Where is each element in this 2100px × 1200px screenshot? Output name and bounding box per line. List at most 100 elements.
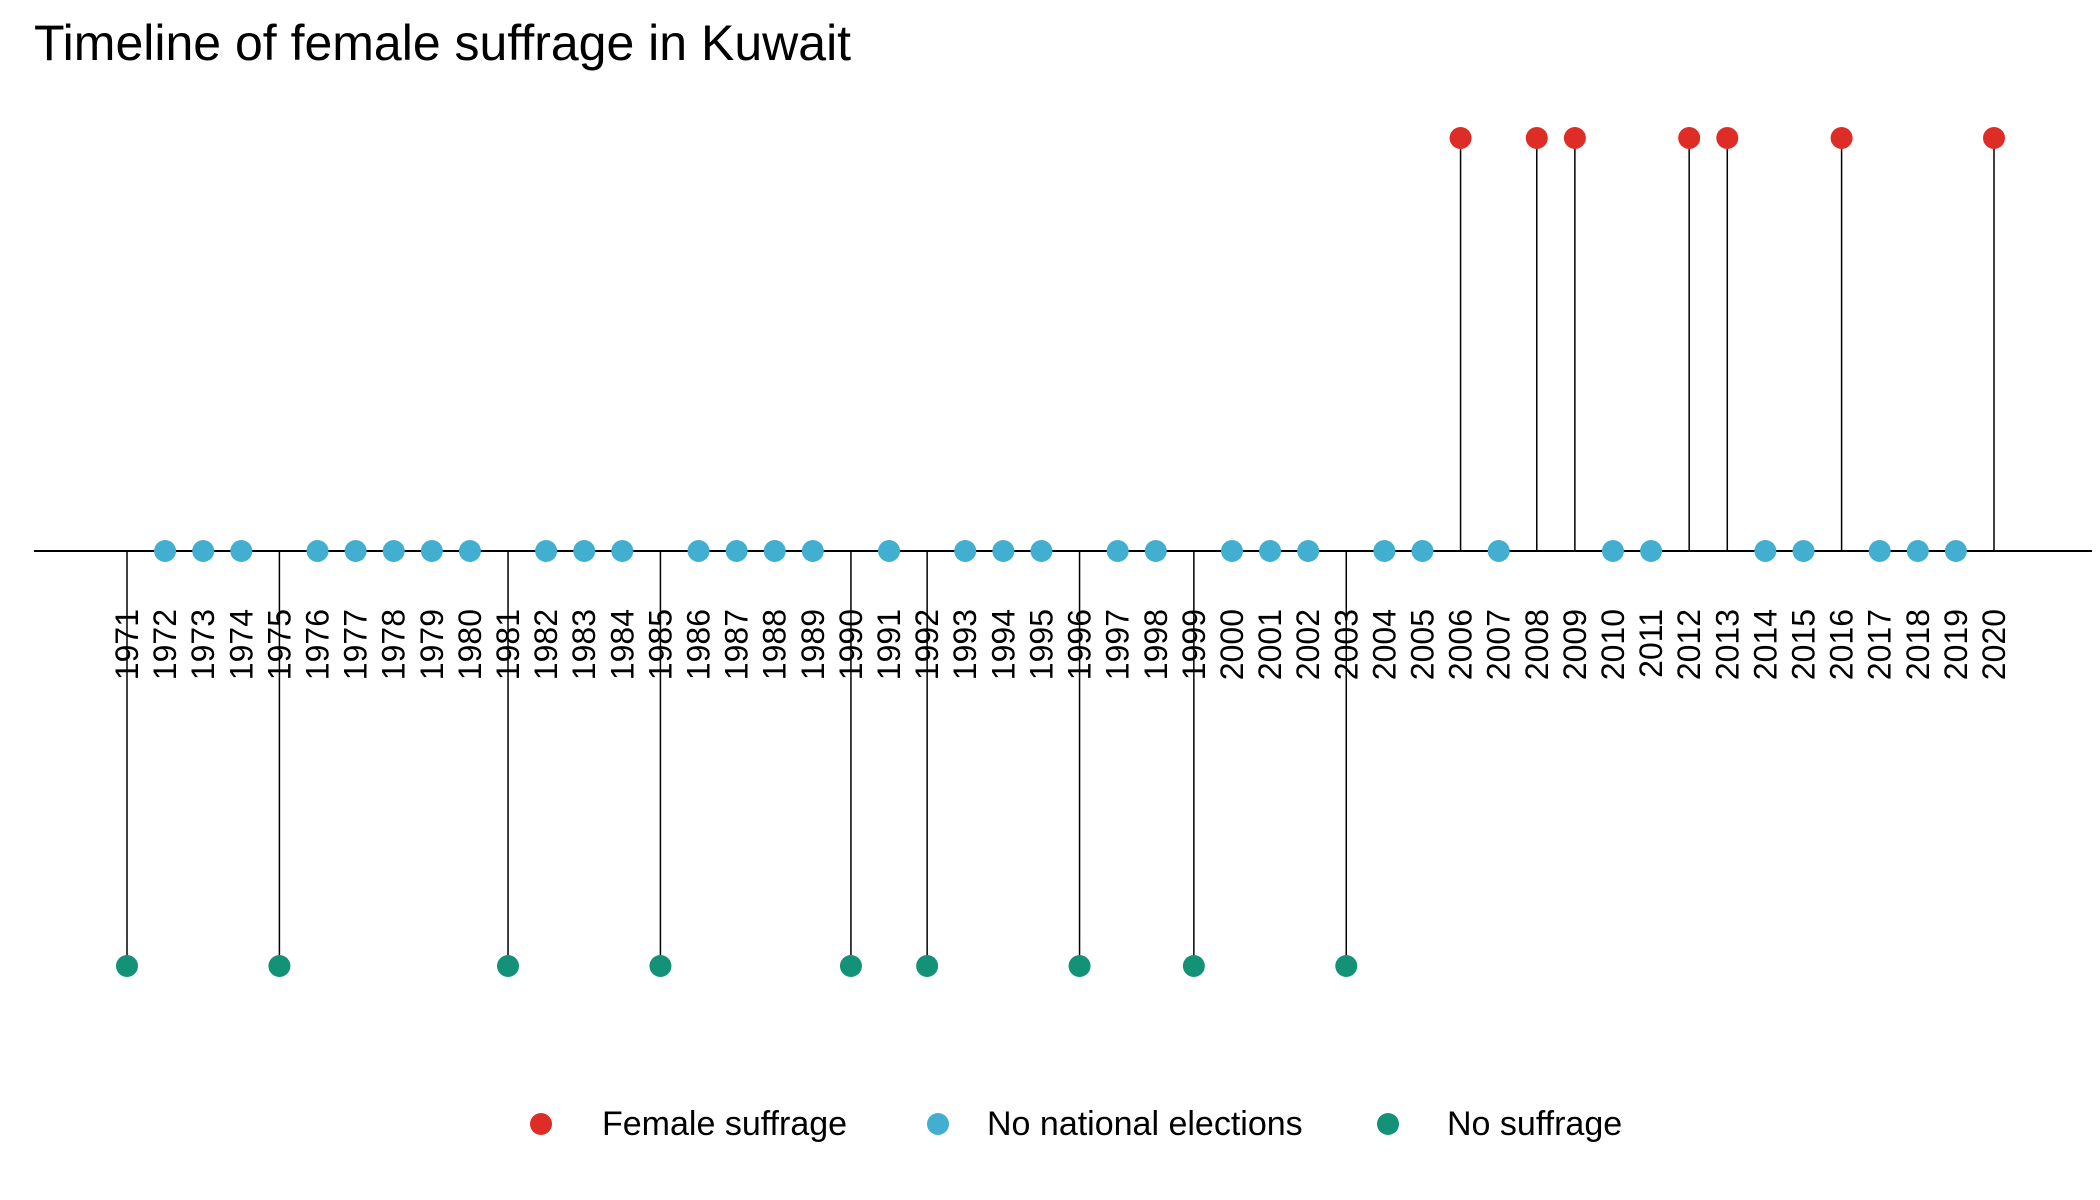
tick-label-1977: 1977 <box>338 609 374 680</box>
tick-label-2002: 2002 <box>1290 609 1326 680</box>
point-1982-no-national-elections <box>535 540 558 562</box>
tick-label-2014: 2014 <box>1747 609 1783 680</box>
legend-label-female-suffrage: Female suffrage <box>602 1105 847 1143</box>
point-1985-no-suffrage <box>649 955 672 977</box>
chart-title: Timeline of female suffrage in Kuwait <box>34 15 852 71</box>
point-2010-no-national-elections <box>1601 540 1624 562</box>
legend-label-no-national-elections: No national elections <box>987 1105 1303 1143</box>
point-2009-female-suffrage <box>1563 127 1586 149</box>
tick-label-1975: 1975 <box>261 609 297 680</box>
point-2002-no-national-elections <box>1297 540 1320 562</box>
points-layer <box>116 127 2005 977</box>
tick-label-2013: 2013 <box>1709 609 1745 680</box>
point-2014-no-national-elections <box>1754 540 1777 562</box>
point-1997-no-national-elections <box>1106 540 1129 562</box>
tick-label-2001: 2001 <box>1252 609 1288 680</box>
point-2008-female-suffrage <box>1525 127 1548 149</box>
point-1987-no-national-elections <box>725 540 748 562</box>
tick-label-1994: 1994 <box>985 609 1021 680</box>
legend-swatch-female-suffrage <box>530 1113 552 1135</box>
point-2003-no-suffrage <box>1335 955 1358 977</box>
point-2007-no-national-elections <box>1487 540 1510 562</box>
tick-label-2003: 2003 <box>1328 609 1364 680</box>
legend-item-female-suffrage: Female suffrage <box>530 1105 847 1143</box>
point-2017-no-national-elections <box>1868 540 1891 562</box>
tick-label-2012: 2012 <box>1671 609 1707 680</box>
tick-label-1974: 1974 <box>223 609 259 680</box>
point-1976-no-national-elections <box>306 540 329 562</box>
point-2013-female-suffrage <box>1716 127 1739 149</box>
tick-label-1984: 1984 <box>604 609 640 680</box>
tick-label-1981: 1981 <box>490 609 526 680</box>
point-1975-no-suffrage <box>268 955 291 977</box>
point-1979-no-national-elections <box>420 540 443 562</box>
point-1994-no-national-elections <box>992 540 1015 562</box>
tick-label-1995: 1995 <box>1023 609 1059 680</box>
point-1990-no-suffrage <box>839 955 862 977</box>
tick-label-1979: 1979 <box>414 609 450 680</box>
tick-label-2017: 2017 <box>1862 609 1898 680</box>
tick-label-2009: 2009 <box>1557 609 1593 680</box>
point-1998-no-national-elections <box>1144 540 1167 562</box>
tick-label-2019: 2019 <box>1938 609 1974 680</box>
tick-label-2015: 2015 <box>1785 609 1821 680</box>
legend-item-no-national-elections: No national elections <box>927 1105 1303 1143</box>
tick-label-1996: 1996 <box>1062 609 1098 680</box>
point-2005-no-national-elections <box>1411 540 1434 562</box>
point-1991-no-national-elections <box>878 540 901 562</box>
tick-label-2005: 2005 <box>1404 609 1440 680</box>
tick-label-1986: 1986 <box>681 609 717 680</box>
point-2006-female-suffrage <box>1449 127 1472 149</box>
tick-label-2016: 2016 <box>1824 609 1860 680</box>
tick-label-1985: 1985 <box>642 609 678 680</box>
point-1996-no-suffrage <box>1068 955 1091 977</box>
point-1999-no-suffrage <box>1182 955 1205 977</box>
tick-label-1988: 1988 <box>757 609 793 680</box>
tick-label-1978: 1978 <box>376 609 412 680</box>
legend-swatch-no-suffrage <box>1377 1113 1399 1135</box>
legend-swatch-no-national-elections <box>927 1113 949 1135</box>
tick-label-2018: 2018 <box>1900 609 1936 680</box>
point-1993-no-national-elections <box>954 540 977 562</box>
tick-label-1992: 1992 <box>909 609 945 680</box>
tick-label-1987: 1987 <box>719 609 755 680</box>
point-2012-female-suffrage <box>1678 127 1701 149</box>
point-2019-no-national-elections <box>1944 540 1967 562</box>
tick-label-1973: 1973 <box>185 609 221 680</box>
tick-label-1976: 1976 <box>300 609 336 680</box>
tick-label-2007: 2007 <box>1481 609 1517 680</box>
tick-label-2010: 2010 <box>1595 609 1631 680</box>
tick-label-2000: 2000 <box>1214 609 1250 680</box>
tick-label-1999: 1999 <box>1176 609 1212 680</box>
tick-label-1990: 1990 <box>833 609 869 680</box>
tick-label-1972: 1972 <box>147 609 183 680</box>
tick-label-2008: 2008 <box>1519 609 1555 680</box>
point-2000-no-national-elections <box>1220 540 1243 562</box>
point-2001-no-national-elections <box>1259 540 1282 562</box>
tick-label-1997: 1997 <box>1100 609 1136 680</box>
point-1992-no-suffrage <box>916 955 939 977</box>
point-1974-no-national-elections <box>230 540 253 562</box>
tick-label-1998: 1998 <box>1138 609 1174 680</box>
point-1995-no-national-elections <box>1030 540 1053 562</box>
point-1983-no-national-elections <box>573 540 596 562</box>
tick-label-1991: 1991 <box>871 609 907 680</box>
legend: Female suffrage No national elections No s… <box>530 1105 1622 1143</box>
legend-item-no-suffrage: No suffrage <box>1377 1105 1622 1143</box>
legend-label-no-suffrage: No suffrage <box>1447 1105 1622 1143</box>
tick-label-2020: 2020 <box>1976 609 2012 680</box>
point-1978-no-national-elections <box>382 540 405 562</box>
point-1980-no-national-elections <box>458 540 481 562</box>
point-1977-no-national-elections <box>344 540 367 562</box>
tick-labels-layer: 1971 1972 1973 1974 1975 1976 1977 1978 1979 1980… <box>109 609 2012 680</box>
point-1988-no-national-elections <box>763 540 786 562</box>
point-1984-no-national-elections <box>611 540 634 562</box>
point-2015-no-national-elections <box>1792 540 1815 562</box>
point-1986-no-national-elections <box>687 540 710 562</box>
tick-label-1980: 1980 <box>452 609 488 680</box>
tick-label-1989: 1989 <box>795 609 831 680</box>
point-1981-no-suffrage <box>497 955 520 977</box>
stems-layer <box>126 138 1995 966</box>
